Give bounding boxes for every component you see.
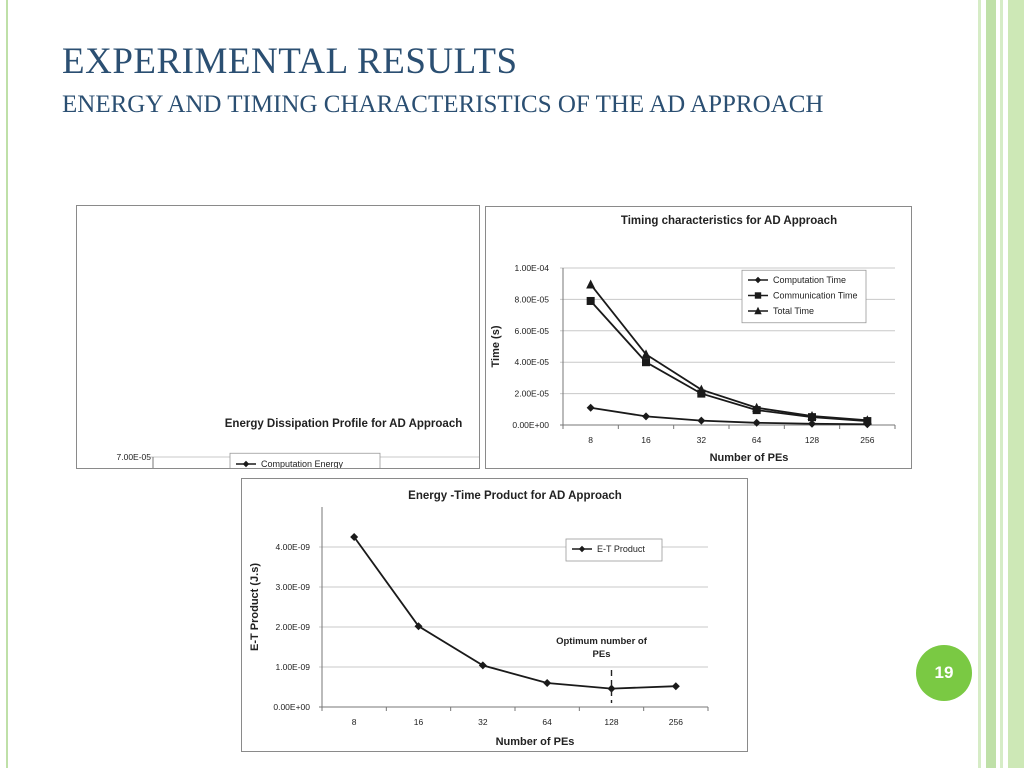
y-tick-label: 0.00E+00 [273,702,310,712]
data-point [607,684,616,693]
x-tick-label: 128 [604,717,618,727]
data-point [586,279,596,289]
y-tick-label: 3.00E-09 [276,582,311,592]
y-tick-label: 1.00E-09 [276,662,311,672]
y-tick-label: 6.00E-05 [515,326,550,336]
data-point [350,533,359,541]
y-axis-label: E-T Product (J.s) [249,563,261,651]
legend-marker [242,460,250,468]
y-tick-label: 8.00E-05 [515,294,550,304]
energy-time-product-chart-svg: Energy -Time Product for AD Approach 0.00… [249,490,709,748]
energy-dissipation-chart-svg: Energy Dissipation Profile for AD Approa… [117,418,479,468]
data-point [478,661,487,670]
data-point [808,419,816,428]
data-point [586,296,595,305]
series-line [590,406,868,426]
legend-marker [754,292,762,299]
data-point [697,416,706,425]
slide-subtitle: ENERGY AND TIMING CHARACTERISTICS OF THE… [62,91,824,118]
legend-label: Total Time [773,306,814,316]
data-point [414,622,423,631]
legend-marker [578,545,586,553]
x-tick-label: 8 [352,717,357,727]
legend-box [565,538,663,562]
data-point [752,402,762,412]
annotation-text: Optimum number of [556,636,648,647]
series-line [589,283,868,422]
series-line [589,300,868,422]
legend-box [229,452,381,468]
y-tick-label: 0.00E+00 [512,420,549,430]
legend-label: Computation Time [773,275,846,285]
data-point [752,418,761,427]
timing-characteristics-chart-svg: Timing characteristics for AD Approach 0.… [490,215,896,464]
x-tick-label: 16 [414,717,424,727]
right-decorative-stripes [978,0,1024,768]
legend-marker [754,306,762,315]
x-tick-label: 256 [669,717,683,727]
chart-title: Energy Dissipation Profile for AD Approa… [225,418,463,430]
slide-title-main: EXPERIMENTAL RESULTS [62,41,518,82]
chart-title: Energy -Time Product for AD Approach [408,490,622,502]
series-line [353,536,676,690]
x-tick-label: 64 [752,435,762,445]
chart-title: Timing characteristics for AD Approach [621,215,837,227]
x-tick-label: 32 [478,717,488,727]
data-point [696,384,706,394]
y-tick-label: 2.00E-09 [276,622,311,632]
annotation-text: PEs [593,649,611,660]
page-number-badge: 19 [916,645,972,701]
x-axis-label: Number of PEs [496,736,575,748]
data-point [671,682,680,691]
energy-dissipation-chart: Energy Dissipation Profile for AD Approa… [76,205,480,469]
data-point [641,349,651,359]
y-axis-label: Time (s) [490,325,502,367]
data-point [586,403,595,412]
x-tick-label: 32 [697,435,707,445]
x-tick-label: 8 [588,435,593,445]
legend-box [741,269,867,324]
legend-label: E-T Product [597,544,645,554]
timing-characteristics-chart: Timing characteristics for AD Approach 0.… [485,206,912,469]
y-tick-label: 4.00E-05 [515,357,550,367]
y-tick-label: 2.00E-05 [515,389,550,399]
legend-label: Computation Energy [261,459,344,468]
y-tick-label: 1.00E-04 [515,263,550,273]
data-point [642,412,650,421]
data-point [862,415,872,425]
data-point [807,411,817,421]
x-tick-label: 256 [860,435,874,445]
data-point [543,679,552,687]
legend-label: Communication Time [773,291,858,301]
slide-title: EXPERIMENTAL RESULTS ENERGY AND TIMING C… [62,40,942,122]
y-tick-label: 4.00E-09 [276,542,311,552]
x-tick-label: 16 [641,435,651,445]
y-tick-label: 7.00E-05 [117,452,152,462]
x-tick-label: 128 [805,435,819,445]
data-point [642,358,650,367]
x-tick-label: 64 [542,717,552,727]
x-axis-label: Number of PEs [710,452,789,464]
energy-time-product-chart: Energy -Time Product for AD Approach 0.00… [241,478,748,752]
legend-marker [754,276,762,284]
left-accent-rule [6,0,8,768]
